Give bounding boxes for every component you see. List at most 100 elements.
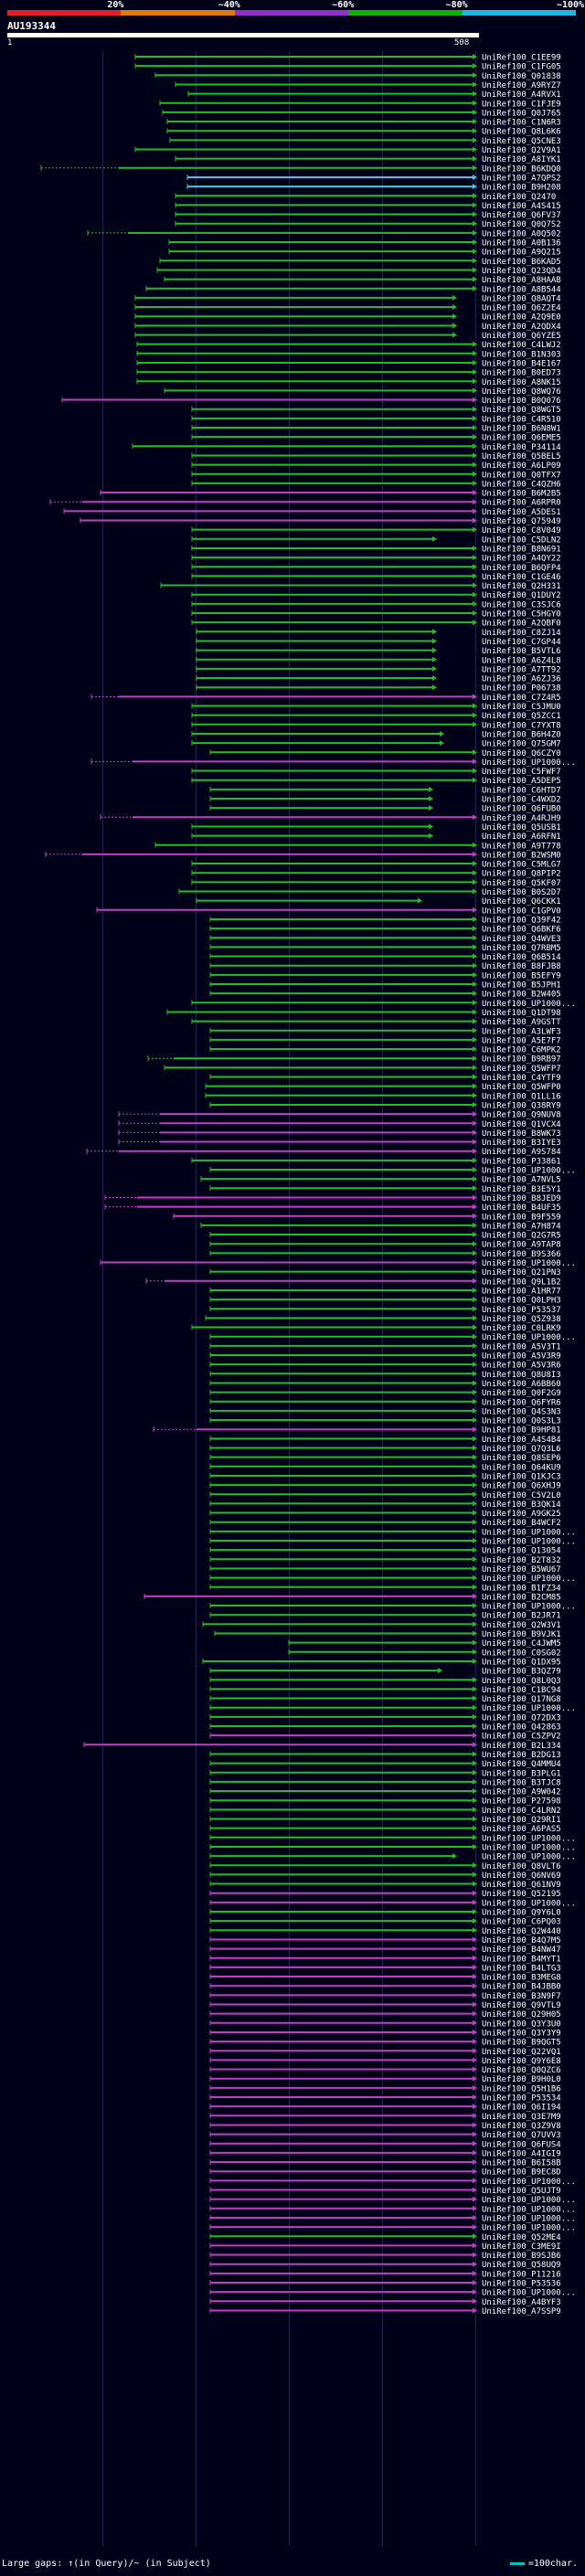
hit-label[interactable]: UniRef100_Q1KJC3 bbox=[482, 1472, 561, 1481]
hit-row[interactable]: UniRef100_Q6CKK1 bbox=[196, 897, 561, 906]
hit-row[interactable]: UniRef100_UP1000... bbox=[209, 2224, 576, 2233]
hit-row[interactable]: UniRef100_B5JPH1 bbox=[209, 981, 561, 991]
hit-label[interactable]: UniRef100_B2CM85 bbox=[482, 1593, 561, 1602]
hit-row[interactable]: UniRef100_Q0J765 bbox=[162, 109, 561, 118]
hit-row[interactable]: UniRef100_B2L334 bbox=[83, 1742, 561, 1751]
hit-row[interactable]: UniRef100_Q22VQ1 bbox=[209, 2048, 561, 2057]
hit-label[interactable]: UniRef100_A6RFN1 bbox=[482, 832, 561, 842]
hit-label[interactable]: UniRef100_B4UF35 bbox=[482, 1203, 561, 1213]
hit-row[interactable]: UniRef100_B4LTG3 bbox=[209, 1964, 561, 1973]
hit-label[interactable]: UniRef100_Q6FV37 bbox=[482, 211, 561, 220]
hit-row[interactable]: UniRef100_B1FZ34 bbox=[209, 1584, 561, 1593]
hit-row[interactable]: UniRef100_A6LP09 bbox=[191, 461, 561, 471]
hit-label[interactable]: UniRef100_Q0J765 bbox=[482, 109, 561, 118]
hit-row[interactable]: UniRef100_UP1000... bbox=[209, 1538, 576, 1547]
hit-row[interactable]: UniRef100_B9SJB6 bbox=[209, 2252, 561, 2261]
hit-row[interactable]: UniRef100_Q29H05 bbox=[209, 2010, 561, 2019]
hit-row[interactable]: UniRef100_A4RJH9 bbox=[100, 814, 561, 823]
hit-row[interactable]: UniRef100_A4S4B4 bbox=[209, 1436, 561, 1445]
hit-label[interactable]: UniRef100_UP1000... bbox=[482, 1259, 576, 1268]
hit-label[interactable]: UniRef100_UP1000... bbox=[482, 2224, 576, 2233]
hit-row[interactable]: UniRef100_Q7RBM5 bbox=[209, 944, 561, 953]
hit-row[interactable]: UniRef100_B3TJC8 bbox=[209, 1778, 561, 1787]
hit-label[interactable]: UniRef100_Q6I194 bbox=[482, 2104, 561, 2113]
hit-row[interactable]: UniRef100_Q9Y6L0 bbox=[209, 1909, 561, 1918]
hit-row[interactable]: UniRef100_B3QZ79 bbox=[209, 1668, 561, 1677]
hit-label[interactable]: UniRef100_P33861 bbox=[482, 1157, 561, 1166]
hit-label[interactable]: UniRef100_A9TAP8 bbox=[482, 1241, 561, 1250]
hit-row[interactable]: UniRef100_Q8VLT6 bbox=[209, 1862, 561, 1871]
hit-label[interactable]: UniRef100_Q6XHJ9 bbox=[482, 1482, 561, 1491]
hit-row[interactable]: UniRef100_Q8AQT4 bbox=[134, 294, 561, 303]
hit-row[interactable]: UniRef100_Q9VTL9 bbox=[209, 2001, 561, 2010]
hit-row[interactable]: UniRef100_Q4S3N3 bbox=[209, 1407, 561, 1416]
hit-row[interactable]: UniRef100_Q5H1B6 bbox=[209, 2084, 561, 2094]
hit-row[interactable]: UniRef100_Q6FUB0 bbox=[209, 805, 561, 814]
hit-label[interactable]: UniRef100_C5JMU0 bbox=[482, 703, 561, 712]
hit-label[interactable]: UniRef100_C5DLN2 bbox=[482, 535, 561, 545]
hit-row[interactable]: UniRef100_Q7UVV3 bbox=[209, 2131, 561, 2140]
hit-row[interactable]: UniRef100_C5FWF7 bbox=[191, 768, 561, 777]
hit-row[interactable]: UniRef100_Q8L0Q3 bbox=[209, 1677, 561, 1686]
hit-row[interactable]: UniRef100_C1EE99 bbox=[134, 54, 561, 63]
hit-row[interactable]: UniRef100_A4S415 bbox=[175, 202, 561, 211]
hit-label[interactable]: UniRef100_C0LRK9 bbox=[482, 1324, 561, 1333]
hit-row[interactable]: UniRef100_A6RFN1 bbox=[191, 832, 561, 842]
hit-row[interactable]: UniRef100_A9W042 bbox=[209, 1788, 561, 1797]
hit-label[interactable]: UniRef100_Q9NUV8 bbox=[482, 1111, 561, 1120]
hit-row[interactable]: UniRef100_B3MEG8 bbox=[209, 1974, 561, 1983]
hit-label[interactable]: UniRef100_Q3Z9V8 bbox=[482, 2122, 561, 2131]
hit-label[interactable]: UniRef100_C3ME9I bbox=[482, 2242, 561, 2252]
hit-label[interactable]: UniRef100_Q42863 bbox=[482, 1723, 561, 1733]
hit-row[interactable]: UniRef100_A7NVL5 bbox=[200, 1176, 561, 1185]
hit-label[interactable]: UniRef100_C4QZH6 bbox=[482, 480, 561, 489]
hit-label[interactable]: UniRef100_Q5H1B6 bbox=[482, 2084, 561, 2094]
hit-label[interactable]: UniRef100_Q6BKF6 bbox=[482, 926, 561, 935]
hit-row[interactable]: UniRef100_UP1000... bbox=[209, 1704, 576, 1713]
hit-row[interactable]: UniRef100_Q0QZC6 bbox=[209, 2066, 561, 2075]
hit-row[interactable]: UniRef100_Q21PN3 bbox=[209, 1268, 561, 1277]
hit-row[interactable]: UniRef100_A2Q9E0 bbox=[134, 313, 561, 323]
hit-label[interactable]: UniRef100_Q64KU9 bbox=[482, 1463, 561, 1472]
hit-row[interactable]: UniRef100_B4MYT1 bbox=[209, 1955, 561, 1964]
hit-row[interactable]: UniRef100_Q9NUV8 bbox=[118, 1111, 561, 1120]
hit-label[interactable]: UniRef100_C5ZPV2 bbox=[482, 1733, 561, 1742]
hit-row[interactable]: UniRef100_A7QPS2 bbox=[186, 174, 561, 183]
hit-label[interactable]: UniRef100_A5DES1 bbox=[482, 508, 561, 517]
hit-row[interactable]: UniRef100_Q8WQ76 bbox=[164, 387, 561, 397]
hit-label[interactable]: UniRef100_Q8AQT4 bbox=[482, 294, 561, 303]
hit-row[interactable]: UniRef100_P53534 bbox=[209, 2094, 561, 2104]
hit-label[interactable]: UniRef100_Q75949 bbox=[482, 517, 561, 526]
hit-label[interactable]: UniRef100_C6MPK2 bbox=[482, 1046, 561, 1055]
hit-row[interactable]: UniRef100_B6M2B5 bbox=[100, 490, 561, 499]
hit-label[interactable]: UniRef100_B6N8W1 bbox=[482, 425, 561, 434]
hit-row[interactable]: UniRef100_Q6EME5 bbox=[191, 434, 561, 443]
hit-row[interactable]: UniRef100_Q64KU9 bbox=[209, 1463, 561, 1472]
hit-row[interactable]: UniRef100_UP1000... bbox=[209, 2214, 576, 2223]
hit-label[interactable]: UniRef100_B6I58B bbox=[482, 2159, 561, 2168]
hit-label[interactable]: UniRef100_P34114 bbox=[482, 443, 561, 452]
hit-row[interactable]: UniRef100_Q6Z2E4 bbox=[134, 304, 561, 313]
hit-label[interactable]: UniRef100_Q8L0Q3 bbox=[482, 1677, 561, 1686]
hit-row[interactable]: UniRef100_UP1000... bbox=[209, 1603, 576, 1612]
hit-row[interactable]: UniRef100_A4RVX1 bbox=[187, 90, 561, 100]
hit-label[interactable]: UniRef100_B9SJB6 bbox=[482, 2252, 561, 2261]
hit-label[interactable]: UniRef100_Q4MMU4 bbox=[482, 1760, 561, 1769]
hit-label[interactable]: UniRef100_Q2V9A1 bbox=[482, 146, 561, 155]
hit-label[interactable]: UniRef100_A7QPS2 bbox=[482, 174, 561, 183]
hit-row[interactable]: UniRef100_A7TT92 bbox=[196, 665, 561, 674]
hit-row[interactable]: UniRef100_B2DG13 bbox=[209, 1751, 561, 1760]
hit-row[interactable]: UniRef100_B2WSM0 bbox=[45, 851, 561, 860]
hit-row[interactable]: UniRef100_B2JR71 bbox=[209, 1612, 561, 1621]
hit-label[interactable]: UniRef100_UP1000... bbox=[482, 1603, 576, 1612]
hit-label[interactable]: UniRef100_UP1000... bbox=[482, 1000, 576, 1009]
hit-row[interactable]: UniRef100_B6KDQ0 bbox=[40, 164, 561, 174]
hit-label[interactable]: UniRef100_Q8L6K6 bbox=[482, 128, 561, 137]
hit-label[interactable]: UniRef100_Q7UVV3 bbox=[482, 2131, 561, 2140]
hit-label[interactable]: UniRef100_Q1VCX4 bbox=[482, 1120, 561, 1129]
hit-row[interactable]: UniRef100_B4NW47 bbox=[209, 1945, 561, 1955]
hit-row[interactable]: UniRef100_C1FJE9 bbox=[159, 100, 561, 109]
hit-label[interactable]: UniRef100_Q5Z938 bbox=[482, 1315, 561, 1324]
hit-row[interactable]: UniRef100_Q23QD4 bbox=[156, 267, 561, 276]
hit-row[interactable]: UniRef100_Q1DUY2 bbox=[191, 591, 561, 600]
